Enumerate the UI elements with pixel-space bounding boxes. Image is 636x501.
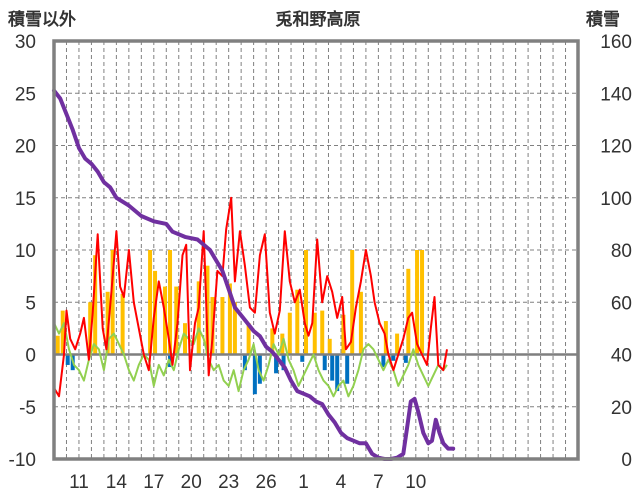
bar — [330, 354, 335, 381]
x-axis: 11 14 17 20 23 26 1 4 7 10 — [69, 472, 426, 493]
x-tick-label: 11 — [69, 472, 89, 493]
bar — [335, 354, 340, 392]
y-axis-right-title: 積雪 — [586, 9, 620, 30]
y-tick-label-left: 10 — [15, 241, 36, 262]
bar — [415, 250, 420, 355]
bar — [196, 281, 201, 355]
y-tick-label-left: 25 — [15, 84, 36, 105]
bar — [312, 312, 317, 355]
y-tick-label-right: 140 — [600, 84, 632, 105]
y-tick-label-right: 120 — [600, 137, 632, 158]
bar — [232, 302, 237, 355]
bar — [220, 297, 225, 355]
bar — [242, 354, 247, 371]
y-tick-label-left: -5 — [19, 398, 36, 419]
bar — [391, 354, 396, 361]
bar — [246, 323, 251, 355]
bar — [205, 265, 210, 355]
bar — [88, 302, 93, 355]
bar — [110, 250, 115, 355]
bar — [55, 335, 60, 355]
x-tick-label: 23 — [218, 472, 239, 493]
y-tick-label-right: 160 — [600, 32, 632, 53]
plot-frame — [52, 39, 580, 461]
bar — [420, 250, 425, 355]
x-tick-label: 7 — [373, 472, 384, 493]
bar — [257, 354, 262, 384]
y-tick-label-left: -10 — [9, 450, 36, 471]
y-tick-label-left: 15 — [15, 189, 36, 210]
bar — [287, 312, 292, 355]
bar — [403, 354, 408, 363]
y-tick-label-left: 20 — [15, 137, 36, 158]
red-line-series — [53, 196, 448, 398]
bar — [341, 314, 346, 355]
bar — [93, 255, 98, 355]
bar — [304, 250, 309, 355]
bar — [168, 250, 173, 355]
y-tick-label-right: 80 — [611, 241, 632, 262]
y-tick-label-left: 30 — [15, 32, 36, 53]
y-tick-label-right: 100 — [600, 189, 632, 210]
bar — [345, 354, 350, 384]
bar — [120, 293, 125, 355]
bar — [281, 354, 286, 371]
bar — [320, 310, 325, 355]
x-tick-label: 20 — [181, 472, 202, 493]
bar — [381, 354, 386, 368]
y-tick-label-right: 40 — [611, 346, 632, 367]
bar — [174, 286, 179, 355]
bar — [270, 328, 275, 355]
bar — [322, 354, 327, 371]
bar — [274, 354, 279, 374]
bar — [300, 354, 305, 362]
bar — [227, 283, 232, 355]
bar — [105, 291, 110, 355]
y-tick-label-right: 20 — [611, 398, 632, 419]
bar — [395, 333, 400, 355]
bar — [350, 250, 355, 355]
blue-bar-series — [65, 354, 408, 395]
bar — [406, 268, 411, 355]
bar — [60, 310, 65, 355]
bar — [65, 354, 70, 365]
chart-title: 兎和野高原 — [276, 9, 361, 30]
bar — [327, 338, 332, 355]
bar — [358, 291, 363, 355]
y-tick-label-right: 0 — [621, 450, 632, 471]
x-tick-label: 17 — [143, 472, 164, 493]
y-tick-label-left: 0 — [25, 346, 36, 367]
y-tick-label-right: 60 — [611, 293, 632, 314]
bar — [295, 289, 300, 355]
bar — [148, 250, 153, 355]
y-axis-left-title: 積雪以外 — [8, 9, 76, 30]
y-tick-label-left: 5 — [25, 293, 36, 314]
x-tick-label: 14 — [106, 472, 128, 493]
purple-snow-depth-line — [52, 88, 456, 461]
x-tick-label: 1 — [298, 472, 309, 493]
y-axis-left: -10 -5 0 5 10 15 20 25 30 — [9, 32, 36, 471]
bar — [252, 354, 257, 395]
green-line-series — [53, 322, 448, 398]
bar — [183, 323, 187, 355]
y-axis-right: 0 20 40 60 80 100 120 140 160 — [600, 32, 632, 471]
x-tick-label: 4 — [336, 472, 347, 493]
x-tick-label: 10 — [405, 472, 426, 493]
x-tick-label: 26 — [256, 472, 277, 493]
